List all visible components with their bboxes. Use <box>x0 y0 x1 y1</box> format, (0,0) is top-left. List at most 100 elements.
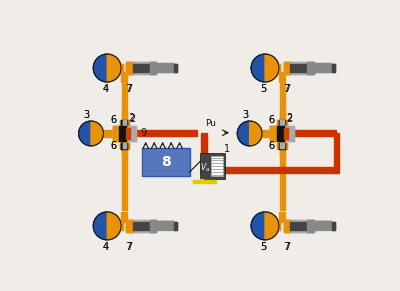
Text: 3: 3 <box>83 110 90 120</box>
Text: 6: 6 <box>268 141 274 151</box>
Bar <box>103 129 118 137</box>
Circle shape <box>237 121 262 146</box>
Bar <box>279 212 285 222</box>
Circle shape <box>251 54 279 82</box>
Circle shape <box>93 212 121 240</box>
Text: 5: 5 <box>260 84 267 94</box>
Bar <box>293 130 336 136</box>
Text: 5: 5 <box>260 242 267 252</box>
Bar <box>284 220 290 232</box>
Bar <box>123 120 126 125</box>
Bar <box>120 143 129 149</box>
Circle shape <box>237 121 262 146</box>
Text: 7: 7 <box>126 242 132 252</box>
Bar <box>119 126 126 141</box>
Bar <box>150 62 156 74</box>
Bar <box>121 143 127 149</box>
Bar <box>279 143 285 149</box>
Bar <box>121 72 127 82</box>
Text: 6: 6 <box>268 115 274 125</box>
Bar <box>279 64 280 72</box>
Bar <box>284 220 314 232</box>
Circle shape <box>251 212 279 240</box>
Bar <box>284 62 290 74</box>
Text: 6: 6 <box>110 141 116 151</box>
Bar <box>290 222 308 230</box>
Text: Pu: Pu <box>205 119 216 128</box>
Bar <box>280 143 284 148</box>
Bar <box>284 220 314 232</box>
Bar <box>120 120 129 126</box>
Bar <box>113 126 136 141</box>
Bar <box>121 64 123 72</box>
Bar <box>201 167 336 173</box>
Bar <box>133 222 150 230</box>
Bar <box>126 220 133 232</box>
Bar <box>211 156 224 176</box>
Bar <box>308 220 314 232</box>
Bar <box>290 64 308 72</box>
Text: 6: 6 <box>110 115 116 125</box>
Bar <box>279 64 280 72</box>
Circle shape <box>79 121 103 146</box>
Bar <box>126 220 156 232</box>
Bar <box>284 128 288 139</box>
Bar <box>123 143 126 148</box>
Bar <box>334 134 339 173</box>
Text: 2: 2 <box>129 114 135 124</box>
Text: 6: 6 <box>268 115 274 125</box>
Bar <box>121 222 123 230</box>
Wedge shape <box>265 54 279 82</box>
Bar <box>150 220 156 232</box>
Text: 7: 7 <box>126 84 133 94</box>
Bar <box>135 130 197 136</box>
Bar <box>284 128 288 139</box>
Text: 4: 4 <box>103 84 109 94</box>
Bar <box>277 143 287 149</box>
Bar <box>270 126 277 141</box>
Wedge shape <box>265 212 279 240</box>
Bar <box>121 120 127 126</box>
Bar <box>126 62 133 74</box>
Wedge shape <box>107 212 121 240</box>
Bar <box>121 212 127 222</box>
Bar <box>270 126 294 141</box>
Bar <box>279 120 285 126</box>
Bar <box>279 72 285 82</box>
Bar <box>284 62 314 74</box>
Bar <box>280 143 284 148</box>
Bar <box>120 143 129 149</box>
Bar <box>174 222 177 230</box>
Bar <box>126 62 156 74</box>
Bar <box>280 84 285 210</box>
Bar <box>121 222 123 230</box>
Text: 6: 6 <box>110 141 116 151</box>
Bar <box>121 64 123 72</box>
Text: 3: 3 <box>242 110 248 120</box>
Wedge shape <box>265 212 279 240</box>
Bar <box>142 148 190 176</box>
Bar <box>193 180 216 183</box>
Bar <box>290 64 308 72</box>
Bar <box>308 62 314 74</box>
Bar <box>279 222 280 230</box>
Bar <box>133 222 150 230</box>
Wedge shape <box>265 54 279 82</box>
Bar <box>126 62 156 74</box>
Circle shape <box>251 212 279 240</box>
Bar <box>332 222 335 230</box>
Text: 5: 5 <box>260 84 267 94</box>
Bar <box>277 126 284 141</box>
Circle shape <box>93 54 121 82</box>
Text: 2: 2 <box>128 113 134 123</box>
Bar <box>262 129 276 137</box>
Text: 6: 6 <box>110 115 116 125</box>
Bar <box>122 84 127 210</box>
Bar <box>308 220 314 232</box>
Bar <box>174 64 177 72</box>
Bar <box>277 143 287 149</box>
Bar <box>150 62 156 74</box>
Text: 7: 7 <box>284 242 290 252</box>
Bar <box>174 64 177 72</box>
Bar <box>133 64 150 72</box>
